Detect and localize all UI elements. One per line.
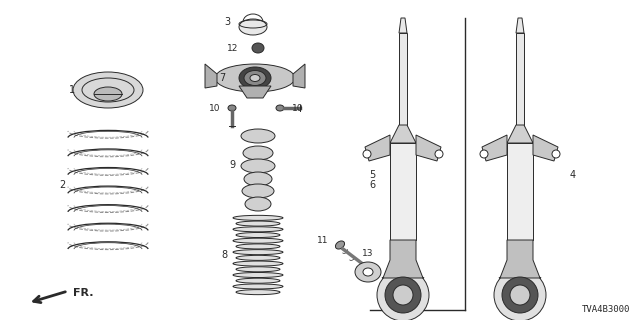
Polygon shape <box>390 125 416 143</box>
Polygon shape <box>383 240 423 278</box>
Polygon shape <box>239 86 271 98</box>
Ellipse shape <box>480 150 488 158</box>
Ellipse shape <box>94 87 122 101</box>
Text: 12: 12 <box>227 44 238 52</box>
Text: 8: 8 <box>222 250 228 260</box>
Text: 3: 3 <box>224 17 230 27</box>
Bar <box>399 33 407 130</box>
Text: 7: 7 <box>219 73 225 83</box>
Ellipse shape <box>233 250 283 255</box>
Text: 5: 5 <box>369 170 375 180</box>
Polygon shape <box>416 135 441 161</box>
Ellipse shape <box>385 277 421 313</box>
Ellipse shape <box>435 150 443 158</box>
Ellipse shape <box>243 146 273 160</box>
Ellipse shape <box>236 255 280 260</box>
Ellipse shape <box>236 278 280 283</box>
Ellipse shape <box>239 67 271 89</box>
Text: 10: 10 <box>292 103 303 113</box>
Ellipse shape <box>363 150 371 158</box>
Ellipse shape <box>215 64 295 92</box>
Polygon shape <box>365 135 390 161</box>
Text: 9: 9 <box>230 160 236 170</box>
Polygon shape <box>205 64 217 88</box>
Ellipse shape <box>335 241 344 249</box>
Ellipse shape <box>233 238 283 243</box>
Polygon shape <box>482 135 507 161</box>
Text: 6: 6 <box>369 180 375 190</box>
Ellipse shape <box>236 221 280 226</box>
Text: 4: 4 <box>570 170 576 180</box>
Ellipse shape <box>510 285 530 305</box>
Bar <box>516 33 524 130</box>
Polygon shape <box>399 18 407 33</box>
Ellipse shape <box>233 261 283 266</box>
Ellipse shape <box>250 75 260 82</box>
Ellipse shape <box>252 43 264 53</box>
Ellipse shape <box>276 105 284 111</box>
Ellipse shape <box>233 273 283 277</box>
Ellipse shape <box>502 277 538 313</box>
Ellipse shape <box>377 269 429 320</box>
Ellipse shape <box>233 284 283 289</box>
Ellipse shape <box>236 233 280 237</box>
Text: TVA4B3000: TVA4B3000 <box>582 305 630 314</box>
Ellipse shape <box>355 262 381 282</box>
Ellipse shape <box>236 290 280 295</box>
Ellipse shape <box>244 70 266 85</box>
Ellipse shape <box>363 268 373 276</box>
Ellipse shape <box>494 269 546 320</box>
Ellipse shape <box>236 244 280 249</box>
Polygon shape <box>516 18 524 33</box>
Text: 2: 2 <box>59 180 65 190</box>
Ellipse shape <box>244 172 272 186</box>
Text: 10: 10 <box>209 103 220 113</box>
Ellipse shape <box>242 184 274 198</box>
Polygon shape <box>293 64 305 88</box>
Ellipse shape <box>233 227 283 232</box>
Bar <box>390 143 416 240</box>
Bar <box>507 143 533 240</box>
Polygon shape <box>533 135 558 161</box>
Text: 11: 11 <box>317 236 328 244</box>
Polygon shape <box>507 125 533 143</box>
Text: FR.: FR. <box>73 288 93 298</box>
Ellipse shape <box>233 215 283 220</box>
Ellipse shape <box>239 19 267 35</box>
Ellipse shape <box>236 267 280 272</box>
Text: 1: 1 <box>69 85 75 95</box>
Ellipse shape <box>73 72 143 108</box>
Ellipse shape <box>228 105 236 111</box>
Ellipse shape <box>393 285 413 305</box>
Ellipse shape <box>245 197 271 211</box>
Ellipse shape <box>241 129 275 143</box>
Text: 13: 13 <box>362 249 374 258</box>
Polygon shape <box>500 240 540 278</box>
Ellipse shape <box>552 150 560 158</box>
Ellipse shape <box>241 159 275 173</box>
